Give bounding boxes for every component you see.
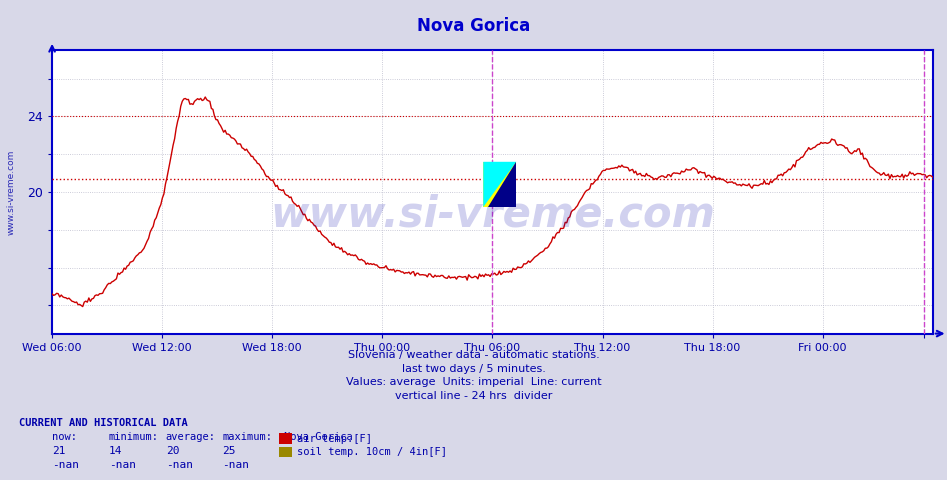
Text: 25: 25 — [223, 446, 236, 456]
Polygon shape — [489, 162, 516, 207]
Text: -nan: -nan — [109, 460, 136, 470]
Text: -nan: -nan — [223, 460, 250, 470]
Polygon shape — [483, 162, 516, 207]
Text: vertical line - 24 hrs  divider: vertical line - 24 hrs divider — [395, 391, 552, 401]
Text: air temp.[F]: air temp.[F] — [297, 434, 372, 444]
Text: 14: 14 — [109, 446, 122, 456]
Text: CURRENT AND HISTORICAL DATA: CURRENT AND HISTORICAL DATA — [19, 418, 188, 428]
Text: 20: 20 — [166, 446, 179, 456]
Text: Nova Gorica: Nova Gorica — [417, 17, 530, 36]
Text: now:: now: — [52, 432, 77, 442]
Text: Nova Gorica: Nova Gorica — [284, 432, 353, 442]
Text: maximum:: maximum: — [223, 432, 273, 442]
Text: average:: average: — [166, 432, 216, 442]
Text: soil temp. 10cm / 4in[F]: soil temp. 10cm / 4in[F] — [297, 447, 447, 457]
Text: -nan: -nan — [166, 460, 193, 470]
Text: -nan: -nan — [52, 460, 80, 470]
Text: www.si-vreme.com: www.si-vreme.com — [270, 193, 715, 236]
Text: last two days / 5 minutes.: last two days / 5 minutes. — [402, 364, 545, 374]
Text: Slovenia / weather data - automatic stations.: Slovenia / weather data - automatic stat… — [348, 350, 599, 360]
Text: Values: average  Units: imperial  Line: current: Values: average Units: imperial Line: cu… — [346, 377, 601, 387]
Text: minimum:: minimum: — [109, 432, 159, 442]
Text: 21: 21 — [52, 446, 65, 456]
Text: www.si-vreme.com: www.si-vreme.com — [7, 149, 16, 235]
Bar — [483, 162, 516, 207]
